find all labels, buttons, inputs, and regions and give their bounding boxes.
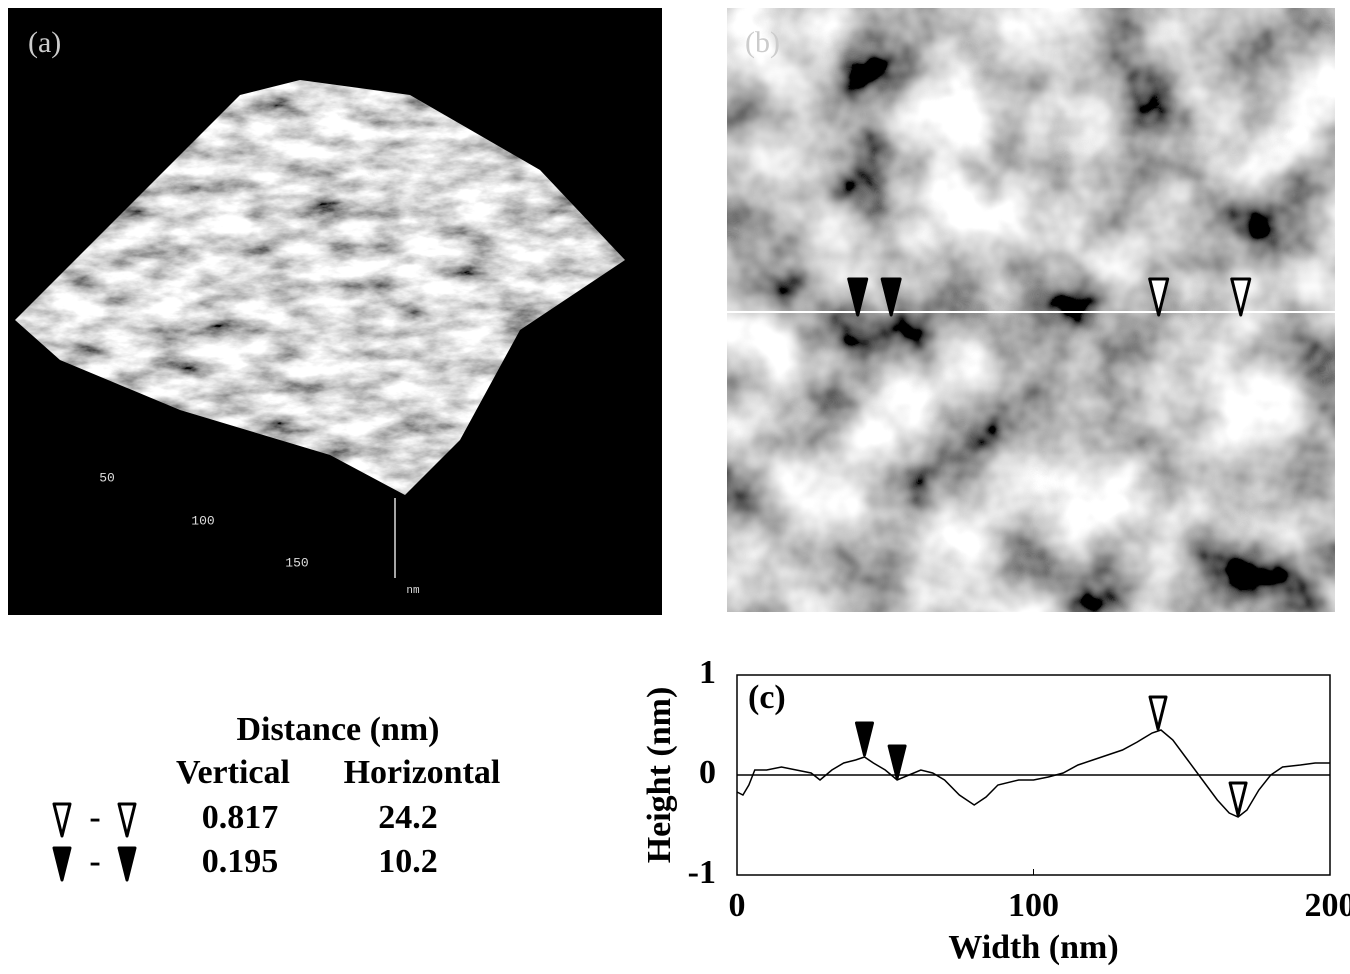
cell: 10.2	[378, 843, 438, 880]
afm-image	[727, 8, 1335, 612]
axis-label: nm	[406, 585, 420, 597]
cell: 0.195	[202, 843, 279, 880]
marker	[1150, 697, 1166, 729]
column-header: Vertical	[176, 754, 290, 791]
distance-table: Distance (nm) Vertical Horizontal - 0.817…	[54, 711, 500, 880]
axis-label: 150	[285, 555, 308, 570]
y-tick-label: -1	[688, 854, 716, 891]
axis-label: 100	[191, 513, 214, 528]
y-axis-label: Height (nm)	[641, 687, 678, 864]
x-tick-label: 200	[1305, 887, 1350, 924]
cell: 0.817	[202, 799, 279, 836]
marker	[119, 804, 135, 836]
marker	[119, 848, 135, 880]
marker	[1230, 783, 1246, 815]
y-tick-label: 0	[699, 754, 716, 791]
axis-label: 50	[99, 470, 115, 485]
column-header: Horizontal	[344, 754, 501, 791]
marker	[54, 848, 70, 880]
x-axis-label: Width (nm)	[948, 929, 1118, 966]
y-tick-label: 1	[699, 654, 716, 691]
x-tick-label: 100	[1008, 887, 1059, 924]
cell: 24.2	[378, 799, 438, 836]
x-tick-label: 0	[729, 887, 746, 924]
line-profile-chart: -1 0 1 0 100 200 Width (nm) Height (nm) (c)	[641, 654, 1350, 966]
figure: (a) 50 100 150 nm (b) Distance (nm) Vert…	[0, 0, 1350, 974]
marker	[889, 746, 905, 778]
table-title: Distance (nm)	[236, 711, 439, 748]
separator: -	[89, 799, 100, 836]
separator: -	[89, 843, 100, 880]
panel-label: (a)	[28, 26, 61, 59]
marker	[856, 723, 872, 755]
panel-label: (c)	[748, 679, 786, 716]
panel-label: (b)	[745, 26, 780, 59]
marker	[54, 804, 70, 836]
